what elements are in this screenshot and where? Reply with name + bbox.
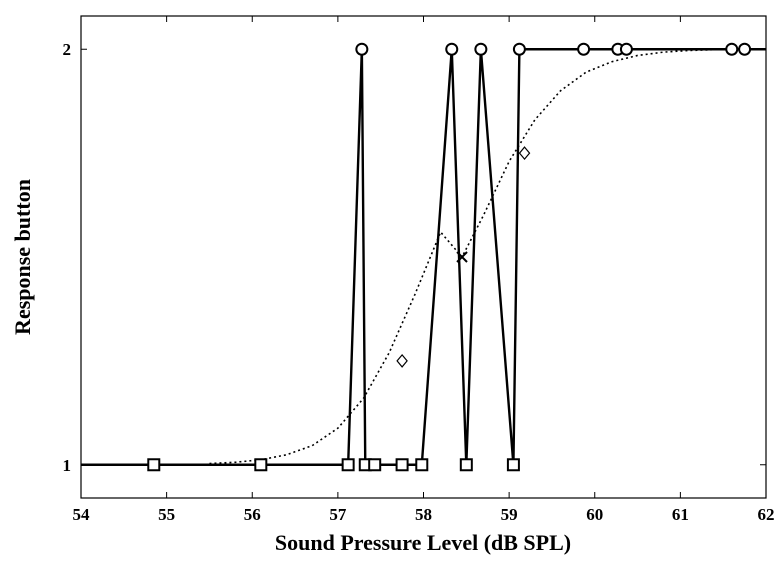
y-tick-label: 1 [63, 456, 72, 475]
x-tick-label: 58 [415, 505, 432, 524]
square-marker [395, 458, 409, 472]
circle-marker [619, 42, 633, 56]
x-tick-label: 54 [73, 505, 91, 524]
x-tick-label: 56 [244, 505, 261, 524]
x-tick-label: 57 [329, 505, 347, 524]
data-markers [147, 42, 752, 472]
diamond-marker [518, 146, 531, 161]
x-tick-label: 60 [586, 505, 603, 524]
square-marker [415, 458, 429, 472]
fit-curve [209, 48, 766, 465]
square-marker [341, 458, 355, 472]
axis-ticks: 54 55 56 57 58 59 60 61 62 1 2 [63, 16, 775, 524]
x-tick-label: 59 [501, 505, 518, 524]
square-marker [254, 458, 268, 472]
square-marker [459, 458, 473, 472]
x-axis-title: Sound Pressure Level (dB SPL) [275, 530, 571, 555]
circle-marker [445, 42, 459, 56]
circle-marker [474, 42, 488, 56]
x-tick-label: 55 [158, 505, 175, 524]
diamond-marker [396, 353, 408, 368]
circle-marker [512, 42, 526, 56]
y-tick-label: 2 [63, 40, 72, 59]
square-marker [147, 458, 161, 472]
circle-marker [725, 42, 739, 56]
circle-marker [738, 42, 752, 56]
x-marker [456, 251, 468, 263]
square-marker [506, 458, 520, 472]
x-tick-label: 61 [672, 505, 689, 524]
circle-marker [577, 42, 591, 56]
y-axis-title: Response button [10, 179, 35, 335]
psychometric-curve [209, 48, 766, 465]
plot-frame [80, 15, 767, 499]
square-marker [368, 458, 382, 472]
x-tick-label: 62 [758, 505, 775, 524]
circle-marker [355, 42, 369, 56]
